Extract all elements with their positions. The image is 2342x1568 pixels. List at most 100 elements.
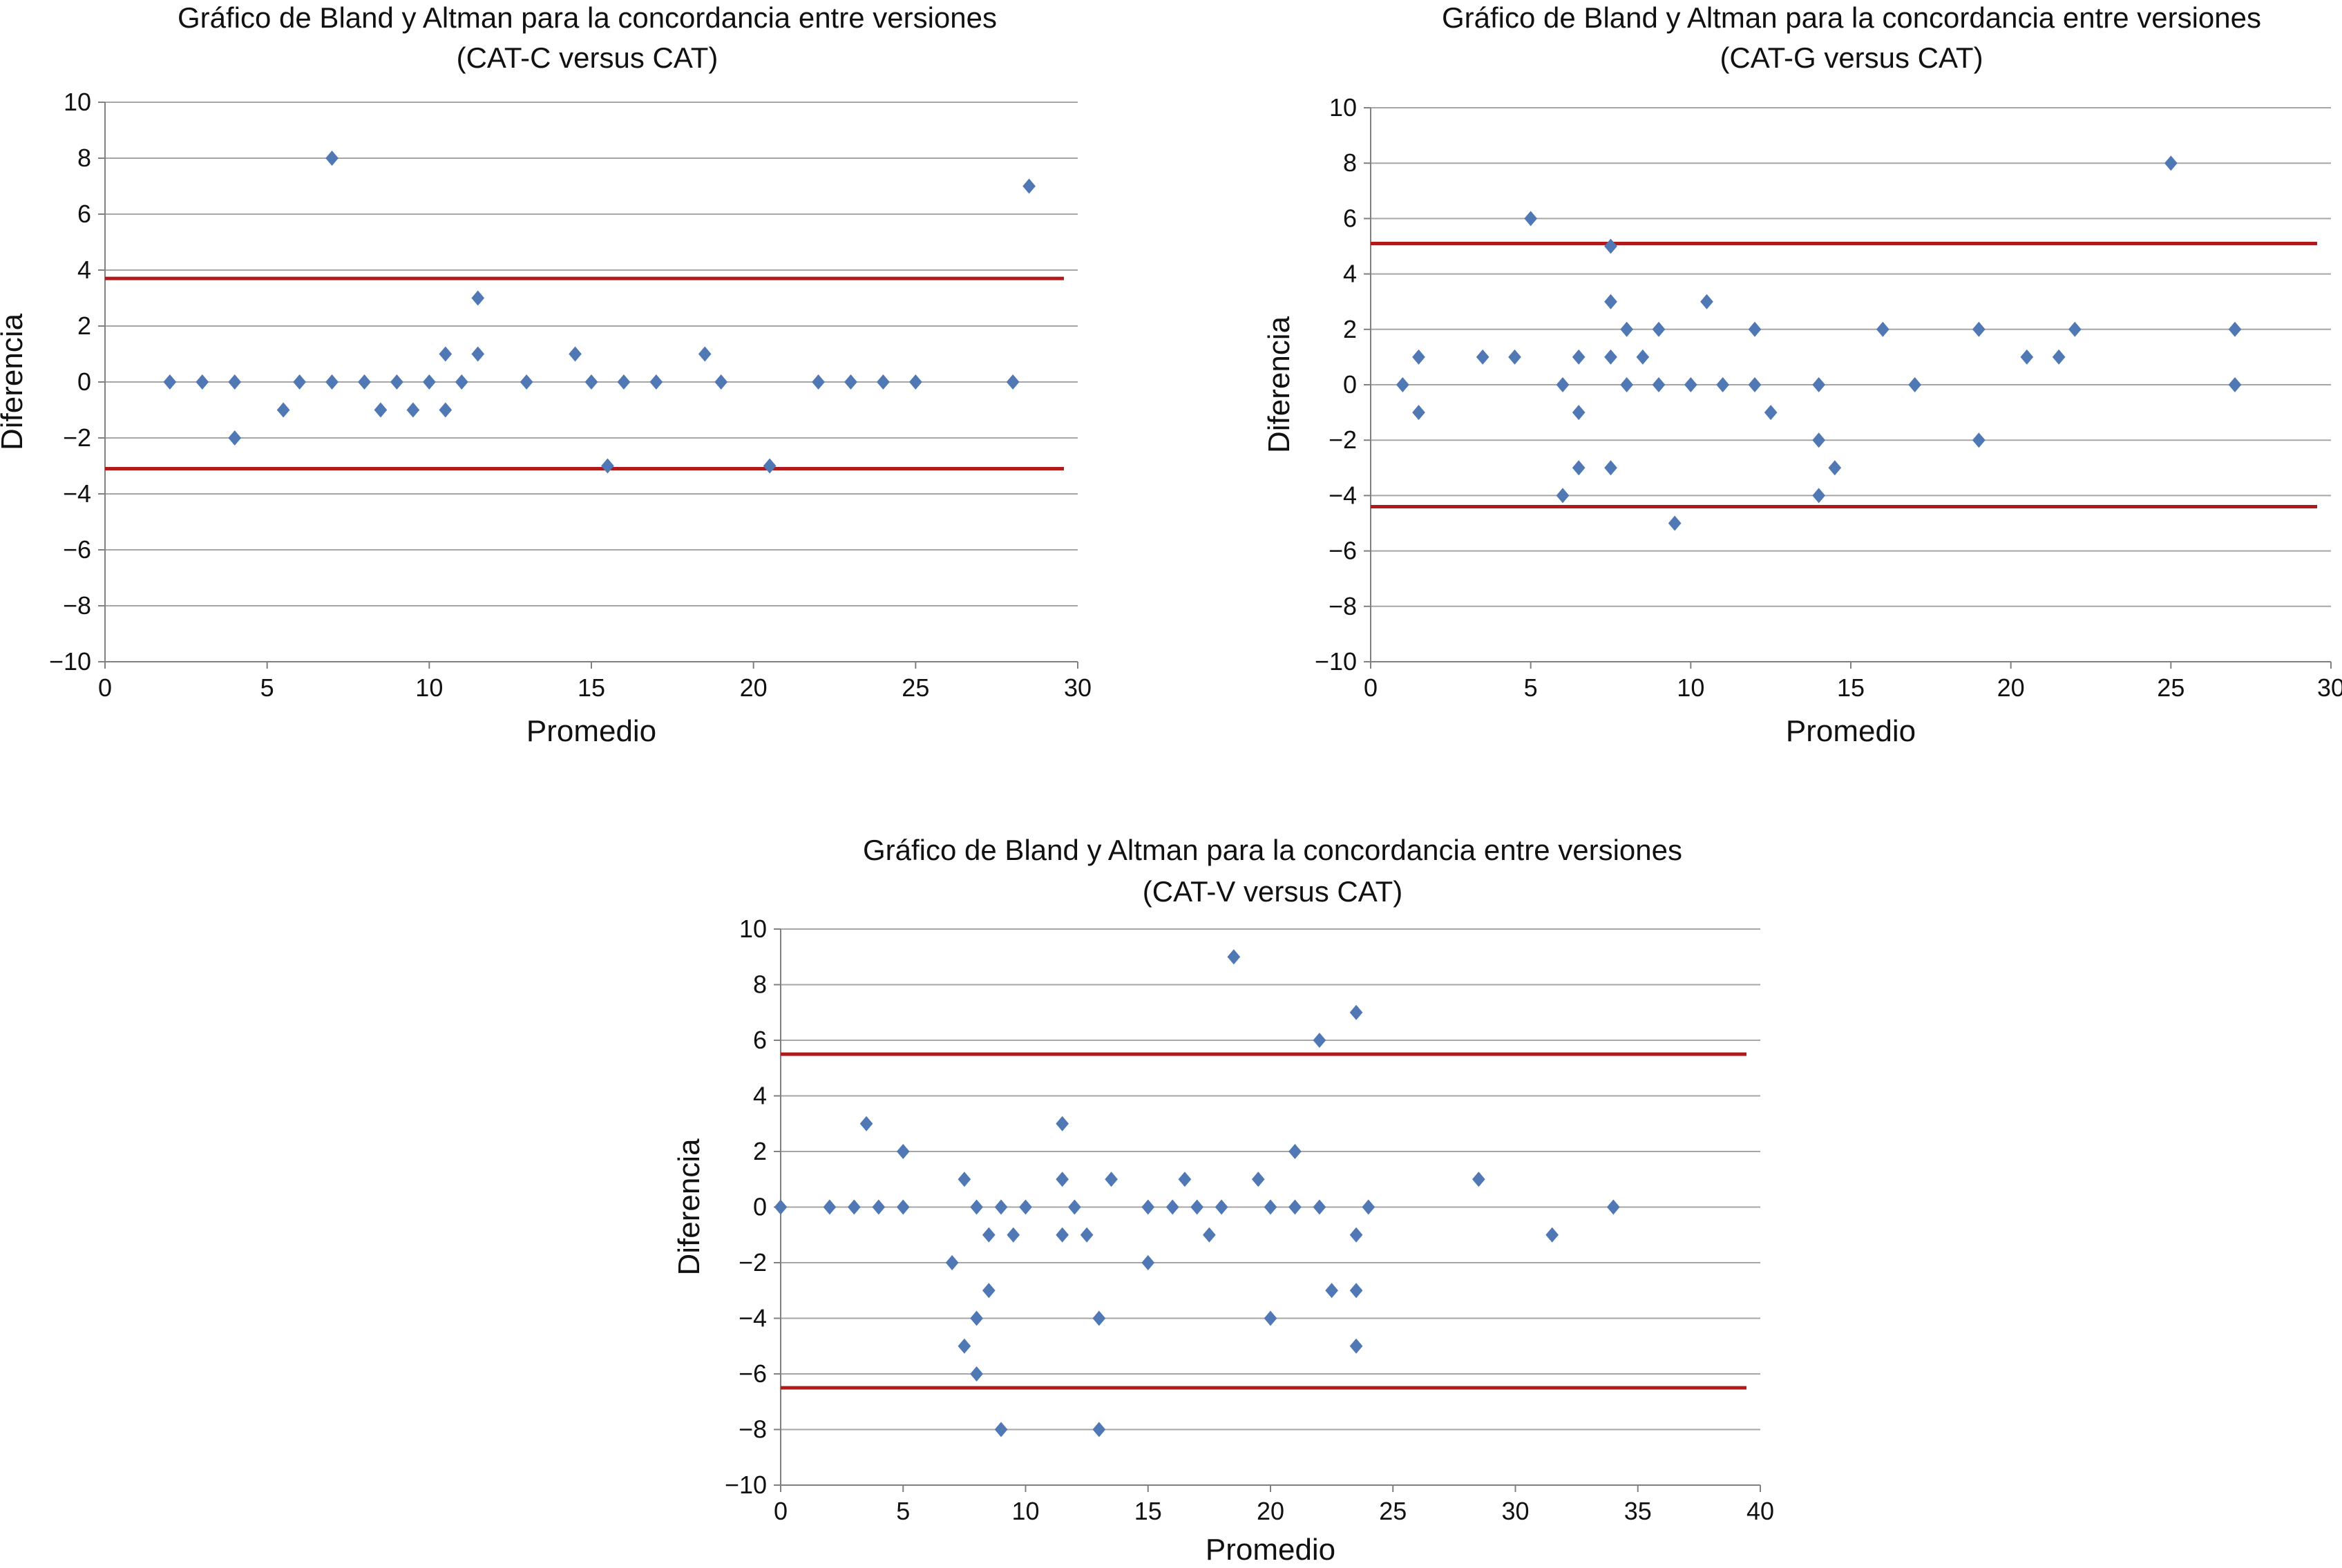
data-point bbox=[970, 1366, 983, 1381]
data-point bbox=[958, 1172, 971, 1187]
data-point bbox=[1652, 377, 1666, 392]
data-point bbox=[1472, 1172, 1485, 1187]
x-tick-label: 10 bbox=[1677, 673, 1704, 702]
data-point bbox=[1313, 1033, 1326, 1048]
data-point bbox=[2068, 321, 2082, 337]
data-point bbox=[1288, 1144, 1302, 1159]
data-point bbox=[698, 346, 712, 362]
x-tick-label: 15 bbox=[1837, 673, 1865, 702]
data-point bbox=[1476, 349, 1489, 365]
data-point bbox=[1572, 349, 1586, 365]
data-point bbox=[1178, 1172, 1192, 1187]
y-tick-label: −2 bbox=[739, 1248, 767, 1277]
data-point bbox=[1056, 1227, 1069, 1243]
x-axis-label: Promedio bbox=[1206, 1533, 1335, 1567]
data-point bbox=[1068, 1199, 1081, 1215]
chart-subtitle: (CAT-G versus CAT) bbox=[1720, 41, 1983, 74]
y-tick-label: 4 bbox=[77, 256, 91, 284]
y-tick-label: 6 bbox=[1343, 204, 1357, 232]
data-point bbox=[1700, 294, 1713, 309]
data-point bbox=[1572, 405, 1586, 421]
x-tick-label: 25 bbox=[2157, 673, 2184, 702]
y-tick-label: 8 bbox=[77, 144, 91, 172]
data-point bbox=[1056, 1172, 1069, 1187]
data-point bbox=[1556, 488, 1570, 504]
data-point bbox=[1556, 377, 1570, 392]
y-tick-label: 10 bbox=[1329, 93, 1357, 122]
data-point bbox=[994, 1422, 1008, 1437]
data-point bbox=[774, 1199, 788, 1215]
chart-subtitle: (CAT-V versus CAT) bbox=[1143, 875, 1402, 908]
y-axis-label: Diferencia bbox=[1262, 316, 1296, 453]
data-point bbox=[1604, 294, 1617, 309]
y-tick-label: 2 bbox=[1343, 315, 1357, 343]
data-point bbox=[276, 402, 290, 418]
data-point bbox=[374, 402, 388, 418]
data-point bbox=[1748, 321, 1762, 337]
data-point bbox=[1396, 377, 1409, 392]
data-point bbox=[1604, 349, 1617, 365]
data-point bbox=[325, 374, 339, 390]
data-point bbox=[390, 374, 403, 390]
data-point bbox=[908, 374, 922, 390]
y-tick-label: 2 bbox=[77, 312, 91, 340]
y-tick-label: −6 bbox=[1329, 537, 1357, 565]
x-tick-label: 20 bbox=[740, 673, 768, 702]
data-point bbox=[569, 346, 582, 362]
y-tick-label: 2 bbox=[753, 1137, 767, 1165]
data-point bbox=[1313, 1199, 1326, 1215]
data-point bbox=[1606, 1199, 1620, 1215]
data-point bbox=[1092, 1310, 1106, 1326]
y-tick-label: 6 bbox=[753, 1026, 767, 1054]
x-tick-label: 30 bbox=[1501, 1497, 1529, 1525]
data-point bbox=[649, 374, 663, 390]
data-point bbox=[994, 1199, 1008, 1215]
x-tick-label: 35 bbox=[1624, 1497, 1652, 1525]
chart-title: Gráfico de Bland y Altman para la concor… bbox=[178, 1, 997, 34]
y-tick-label: −6 bbox=[739, 1359, 767, 1388]
data-point bbox=[1141, 1255, 1155, 1270]
data-point bbox=[1190, 1199, 1203, 1215]
data-point bbox=[1545, 1227, 1559, 1243]
y-tick-label: 0 bbox=[1343, 370, 1357, 399]
data-point bbox=[471, 290, 485, 306]
data-point bbox=[1092, 1422, 1106, 1437]
data-point bbox=[325, 151, 339, 166]
data-point bbox=[848, 1199, 861, 1215]
data-point bbox=[584, 374, 598, 390]
x-tick-label: 20 bbox=[1997, 673, 2025, 702]
data-point bbox=[1019, 1199, 1032, 1215]
chart-subtitle: (CAT-C versus CAT) bbox=[457, 41, 718, 74]
y-tick-label: −2 bbox=[1329, 426, 1357, 454]
data-point bbox=[1620, 377, 1634, 392]
data-point bbox=[293, 374, 306, 390]
x-tick-label: 5 bbox=[260, 673, 274, 702]
data-point bbox=[1349, 1004, 1363, 1020]
data-point bbox=[2228, 377, 2242, 392]
data-point bbox=[1362, 1199, 1375, 1215]
data-point bbox=[471, 346, 485, 362]
data-point bbox=[1325, 1283, 1338, 1299]
data-point bbox=[1349, 1338, 1363, 1354]
y-tick-label: −10 bbox=[725, 1471, 767, 1499]
data-point bbox=[601, 458, 614, 474]
data-point bbox=[812, 374, 825, 390]
data-point bbox=[617, 374, 631, 390]
y-tick-label: 4 bbox=[753, 1082, 767, 1110]
data-point bbox=[1105, 1172, 1118, 1187]
y-tick-label: −2 bbox=[63, 423, 91, 452]
x-tick-label: 40 bbox=[1746, 1497, 1774, 1525]
y-tick-label: 10 bbox=[739, 915, 767, 943]
data-point bbox=[970, 1199, 983, 1215]
data-point bbox=[1165, 1199, 1179, 1215]
data-point bbox=[1876, 321, 1889, 337]
data-point bbox=[1604, 460, 1617, 476]
y-tick-label: 8 bbox=[753, 971, 767, 999]
y-tick-label: −6 bbox=[63, 535, 91, 564]
x-tick-label: 30 bbox=[2317, 673, 2342, 702]
x-tick-label: 0 bbox=[98, 673, 112, 702]
y-tick-label: −4 bbox=[739, 1304, 767, 1332]
data-point bbox=[1684, 377, 1697, 392]
data-point bbox=[422, 374, 436, 390]
data-point bbox=[1636, 349, 1650, 365]
